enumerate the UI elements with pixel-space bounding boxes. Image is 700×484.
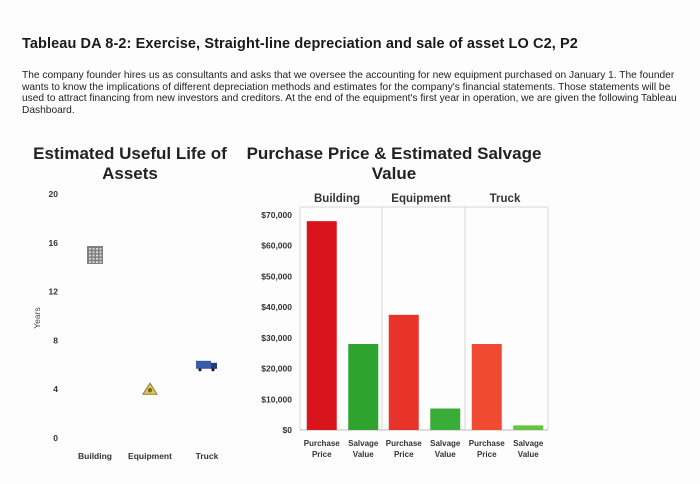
- x-category-label: Truck: [196, 451, 219, 461]
- equipment-icon: [142, 382, 158, 395]
- bar: [513, 425, 544, 430]
- bar-category-label: Salvage: [513, 439, 544, 448]
- bar: [430, 408, 461, 430]
- bar: [348, 344, 379, 430]
- y-tick-label: $10,000: [261, 394, 292, 404]
- y-tick-label: $70,000: [261, 210, 292, 220]
- y-tick-label: 20: [49, 189, 59, 199]
- bar-category-label: Purchase: [304, 439, 341, 448]
- y-tick-label: $30,000: [261, 333, 292, 343]
- y-tick-label: $60,000: [261, 241, 292, 251]
- bar-category-label: Salvage: [430, 439, 461, 448]
- useful-life-chart-title: Estimated Useful Life of Assets: [33, 144, 227, 183]
- bar-category-label: Value: [518, 450, 539, 459]
- y-tick-label: $50,000: [261, 271, 292, 281]
- y-tick-label: 8: [53, 335, 58, 345]
- x-category-label: Building: [78, 451, 112, 461]
- y-tick-label: $40,000: [261, 302, 292, 312]
- bar-category-label: Price: [394, 450, 414, 459]
- y-axis-label: Years: [32, 307, 42, 328]
- bar-category-label: Value: [435, 450, 456, 459]
- y-tick-label: 4: [53, 384, 58, 394]
- bar: [471, 344, 502, 430]
- bar-category-label: Price: [312, 450, 332, 459]
- y-tick-label: 12: [49, 287, 59, 297]
- bar-category-label: Salvage: [348, 439, 379, 448]
- bar-category-label: Purchase: [386, 439, 423, 448]
- group-header-label: Building: [314, 193, 360, 205]
- page-title: Tableau DA 8-2: Exercise, Straight-line …: [22, 36, 578, 52]
- intro-paragraph: The company founder hires us as consulta…: [22, 70, 677, 116]
- bar-category-label: Price: [477, 450, 497, 459]
- truck-icon: [196, 360, 217, 372]
- group-header-label: Truck: [490, 193, 521, 205]
- x-category-label: Equipment: [128, 451, 172, 461]
- y-tick-label: 16: [49, 238, 59, 248]
- group-header-label: Equipment: [391, 193, 451, 205]
- building-icon: [87, 246, 103, 264]
- bar-category-label: Value: [353, 450, 374, 459]
- bar-category-label: Purchase: [469, 439, 506, 448]
- bar: [388, 314, 419, 430]
- bar: [306, 221, 337, 430]
- y-tick-label: 0: [53, 433, 58, 443]
- y-tick-label: $0: [283, 425, 293, 435]
- y-tick-label: $20,000: [261, 364, 292, 374]
- purchase-chart-title: Purchase Price & Estimated Salvage Value: [246, 144, 542, 183]
